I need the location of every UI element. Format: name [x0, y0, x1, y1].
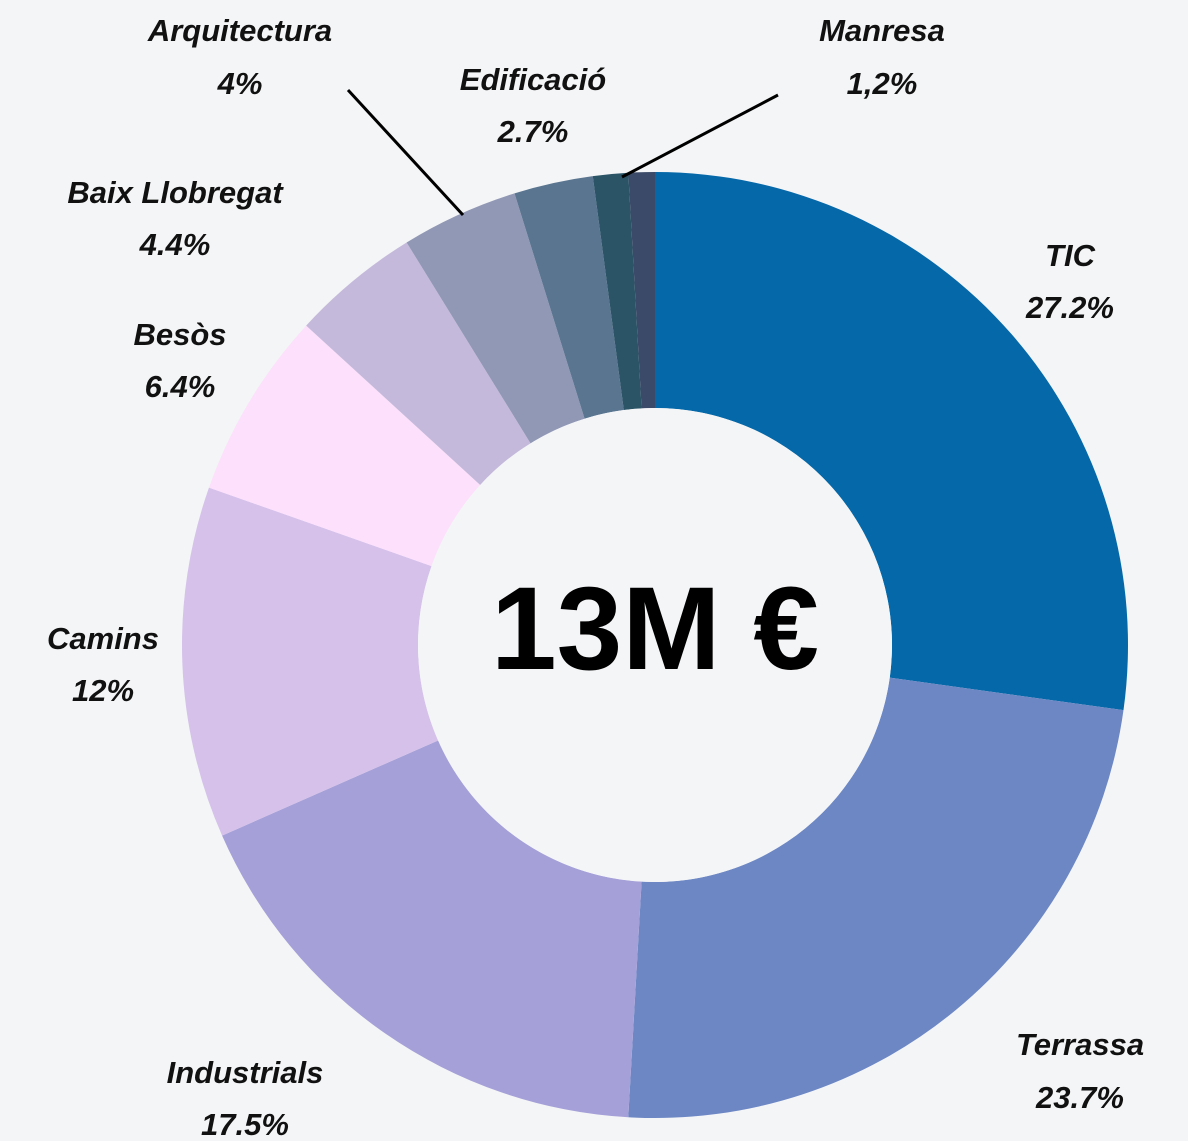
- center-label: 13M €: [491, 563, 819, 695]
- slices: [182, 172, 1129, 1118]
- slice: [306, 242, 531, 485]
- leader-line: [346, 88, 465, 217]
- value-label: 12%: [72, 673, 134, 708]
- value-label: 27.2%: [1025, 290, 1114, 325]
- slice-label: Manresa: [819, 13, 945, 48]
- value-label: 23.7%: [1035, 1080, 1124, 1115]
- slice: [628, 172, 655, 409]
- value-label: 2.7%: [497, 114, 569, 149]
- slice-label: TIC: [1045, 238, 1096, 273]
- value-label: 4.4%: [139, 227, 211, 262]
- value-label: 1,2%: [847, 66, 918, 101]
- slice: [592, 172, 642, 411]
- slice-label: Edificació: [460, 62, 606, 97]
- slice: [406, 193, 585, 444]
- slice: [182, 487, 439, 836]
- value-label: 6.4%: [145, 369, 216, 404]
- slice: [222, 740, 642, 1118]
- slice: [208, 325, 481, 567]
- slice: [655, 172, 1129, 711]
- slice: [514, 176, 624, 419]
- slice-label: Camins: [47, 621, 159, 656]
- donut-hole: [418, 408, 892, 882]
- slice-label: Arquitectura: [147, 13, 332, 48]
- value-label: 4%: [217, 66, 263, 101]
- value-label: 17.5%: [201, 1107, 289, 1141]
- slice-label: Besòs: [133, 317, 226, 352]
- slice-label: Terrassa: [1016, 1027, 1144, 1062]
- slice-label: Baix Llobregat: [67, 175, 284, 210]
- slice: [628, 677, 1124, 1118]
- leader-line: [621, 93, 779, 179]
- slice-label: Industrials: [167, 1055, 324, 1090]
